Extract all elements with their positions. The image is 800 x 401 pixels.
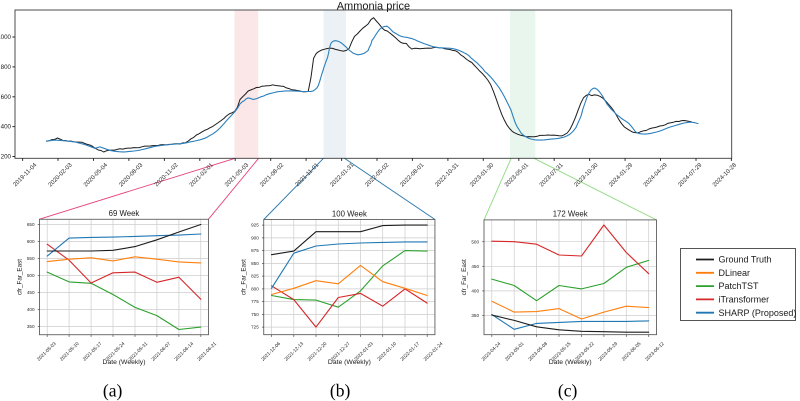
svg-text:350: 350 — [27, 324, 35, 329]
svg-text:(b): (b) — [330, 381, 351, 401]
svg-text:Date (Weekly): Date (Weekly) — [103, 359, 146, 366]
svg-text:650: 650 — [27, 222, 35, 227]
svg-text:200: 200 — [1, 154, 12, 161]
svg-text:Date (Weekly): Date (Weekly) — [328, 359, 371, 366]
svg-text:400: 400 — [1, 124, 12, 131]
svg-text:775: 775 — [251, 299, 259, 304]
svg-text:iTransformer: iTransformer — [719, 295, 770, 305]
svg-text:350: 350 — [471, 313, 479, 318]
svg-text:550: 550 — [27, 256, 35, 261]
svg-text:600: 600 — [1, 94, 12, 101]
svg-text:925: 925 — [251, 223, 259, 228]
svg-text:SHARP (Proposed): SHARP (Proposed) — [719, 308, 797, 318]
svg-text:cfr_Far_East: cfr_Far_East — [461, 259, 468, 295]
svg-text:cfr_Far_East: cfr_Far_East — [241, 259, 248, 295]
svg-text:500: 500 — [27, 273, 35, 278]
svg-text:DLinear: DLinear — [719, 268, 751, 278]
svg-text:825: 825 — [251, 274, 259, 279]
svg-text:Ammonia price: Ammonia price — [337, 1, 410, 13]
svg-text:172 Week: 172 Week — [553, 210, 588, 219]
svg-text:Date (Weekly): Date (Weekly) — [549, 359, 592, 366]
svg-text:69 Week: 69 Week — [109, 209, 140, 218]
svg-text:800: 800 — [1, 64, 12, 71]
svg-text:(c): (c) — [558, 381, 578, 401]
svg-text:(a): (a) — [103, 381, 123, 401]
svg-text:450: 450 — [27, 290, 35, 295]
svg-text:800: 800 — [251, 287, 259, 292]
svg-text:875: 875 — [251, 248, 259, 253]
svg-text:900: 900 — [251, 236, 259, 241]
svg-text:750: 750 — [251, 312, 259, 317]
svg-text:PatchTST: PatchTST — [719, 281, 760, 291]
svg-text:1000: 1000 — [0, 34, 12, 41]
svg-text:450: 450 — [471, 264, 479, 269]
svg-text:cfr_Far_East: cfr_Far_East — [16, 259, 23, 295]
svg-text:850: 850 — [251, 261, 259, 266]
svg-text:725: 725 — [251, 325, 259, 330]
svg-text:600: 600 — [27, 239, 35, 244]
svg-text:500: 500 — [471, 239, 479, 244]
svg-text:400: 400 — [471, 289, 479, 294]
svg-text:100 Week: 100 Week — [332, 209, 367, 218]
svg-text:400: 400 — [27, 307, 35, 312]
svg-text:Ground Truth: Ground Truth — [719, 255, 772, 265]
